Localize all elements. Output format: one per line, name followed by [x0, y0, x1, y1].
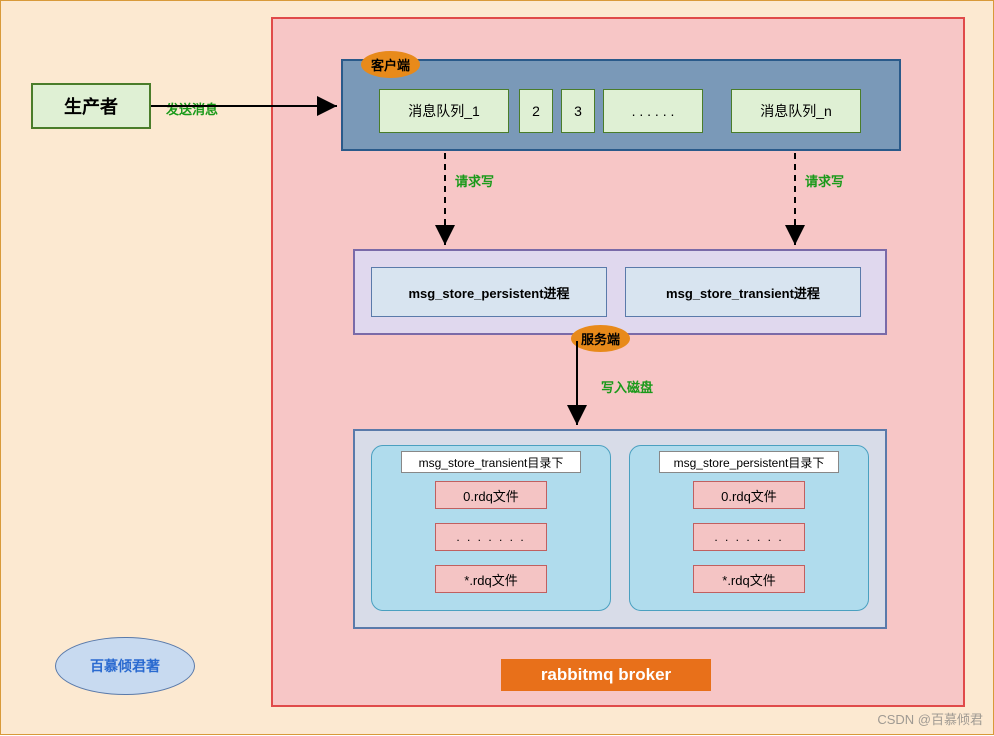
write-disk-label: 写入磁盘	[601, 377, 653, 396]
queue-box: 2	[519, 89, 553, 133]
rdq-file-box: *.rdq文件	[693, 565, 805, 593]
dots-box: . . . . . . .	[435, 523, 547, 551]
author-ellipse: 百慕倾君著	[55, 637, 195, 695]
broker-label: rabbitmq broker	[501, 659, 711, 691]
dots-box: . . . . . . .	[693, 523, 805, 551]
rdq-file-box: *.rdq文件	[435, 565, 547, 593]
rdq-file-box: 0.rdq文件	[435, 481, 547, 509]
queue-box: 3	[561, 89, 595, 133]
directory-title: msg_store_persistent目录下	[659, 451, 839, 473]
server-badge: 服务端	[571, 325, 630, 352]
queue-box: 消息队列_n	[731, 89, 861, 133]
producer-label: 生产者	[64, 93, 118, 119]
queue-box: . . . . . .	[603, 89, 703, 133]
client-badge-label: 客户端	[371, 55, 410, 74]
server-badge-label: 服务端	[581, 329, 620, 348]
author-text: 百慕倾君著	[90, 656, 160, 676]
rdq-file-box: 0.rdq文件	[693, 481, 805, 509]
diagram-canvas: 消息队列_123. . . . . . 消息队列_n 客户端 msg_store_…	[0, 0, 994, 735]
directory-title: msg_store_transient目录下	[401, 451, 581, 473]
send-message-label: 发送消息	[166, 99, 218, 118]
queue-box: 消息队列_1	[379, 89, 509, 133]
client-badge: 客户端	[361, 51, 420, 78]
process-box: msg_store_transient进程	[625, 267, 861, 317]
request-write-label: 请求写	[455, 171, 494, 190]
process-box: msg_store_persistent进程	[371, 267, 607, 317]
broker-label-text: rabbitmq broker	[541, 665, 671, 685]
request-write-label: 请求写	[805, 171, 844, 190]
producer-box: 生产者	[31, 83, 151, 129]
watermark: CSDN @百慕倾君	[877, 709, 983, 728]
